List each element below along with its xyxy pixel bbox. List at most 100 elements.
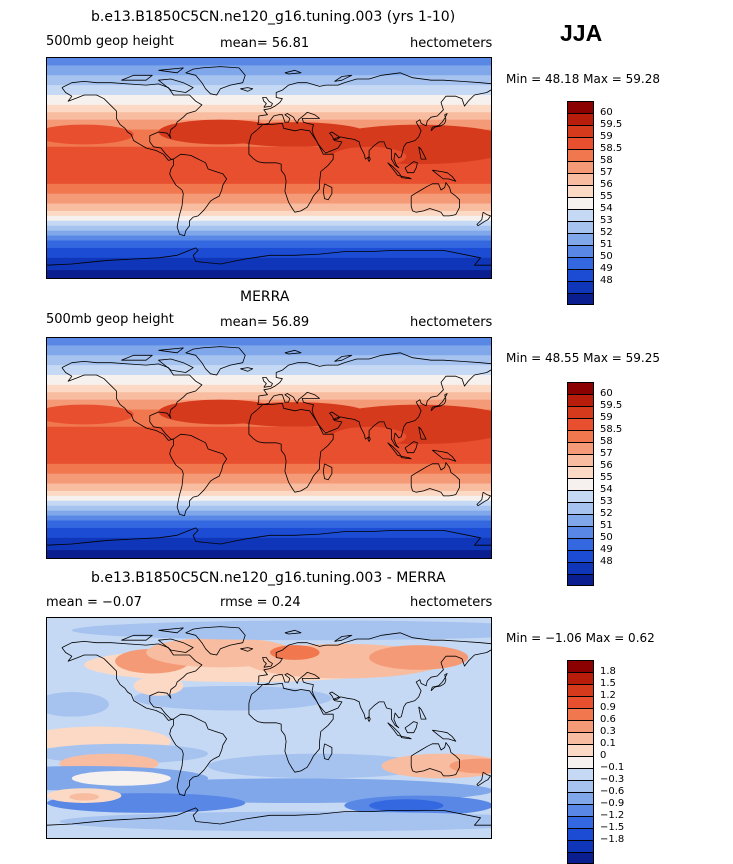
contour-band	[47, 85, 491, 96]
panel-1-variable-label: 500mb geop height	[46, 34, 174, 49]
coastline	[240, 87, 254, 92]
coastline	[367, 716, 371, 722]
colorbar-swatch	[567, 430, 594, 442]
coastline	[185, 346, 246, 376]
coastline	[400, 456, 412, 460]
coastline	[121, 354, 153, 361]
coastline	[322, 463, 333, 481]
contour-region	[47, 692, 109, 717]
contour-region	[133, 685, 332, 711]
coastline	[432, 169, 457, 182]
colorbar-tick-label: 51	[600, 520, 613, 531]
colorbar-swatch	[567, 756, 594, 768]
coastline	[47, 527, 491, 546]
contour-band	[47, 505, 491, 512]
colorbar-swatch	[567, 113, 594, 125]
coastline	[158, 627, 184, 634]
colorbar-swatch	[567, 406, 594, 418]
panel-2-mean-label: mean= 56.89	[220, 315, 310, 330]
panel-2-variable-label: 500mb geop height	[46, 312, 174, 327]
colorbar-swatch	[567, 293, 594, 305]
coastline	[47, 807, 491, 826]
colorbar-swatch	[567, 804, 594, 816]
contour-band	[47, 257, 491, 271]
colorbar-swatch	[567, 209, 594, 221]
colorbar-tick-label: −0.3	[600, 774, 625, 785]
colorbar-swatch	[567, 197, 594, 209]
coastline	[257, 72, 491, 169]
contour-region	[69, 793, 100, 801]
colorbar-swatch	[567, 526, 594, 538]
coastline	[404, 721, 418, 734]
colorbar-swatch	[567, 768, 594, 780]
contour-band	[47, 355, 491, 366]
coastline	[410, 182, 460, 217]
coastline	[47, 247, 491, 266]
colorbar-tick-label: 57	[600, 448, 613, 459]
coastline	[476, 491, 491, 507]
colorbar-tick-label: 50	[600, 532, 613, 543]
contour-band	[47, 215, 491, 222]
colorbar-tick-label: 0.9	[600, 702, 616, 713]
colorbar-swatch	[567, 574, 594, 586]
contour-region	[369, 799, 444, 812]
colorbar-tick-label: 58	[600, 436, 613, 447]
contour-band	[47, 203, 491, 212]
colorbar-tick-label: 1.8	[600, 666, 616, 677]
coastline	[410, 742, 460, 777]
colorbar-tick-label: 0.1	[600, 738, 616, 749]
colorbar-tick-label: 60	[600, 388, 613, 399]
colorbar-swatch	[567, 792, 594, 804]
coastline	[61, 641, 203, 721]
colorbar-swatch	[567, 173, 594, 185]
coastline	[240, 367, 254, 372]
contour-band	[47, 515, 491, 522]
coastline	[400, 176, 412, 180]
contour-region	[208, 753, 432, 779]
contour-band	[47, 527, 491, 539]
colorbar-swatch	[567, 672, 594, 684]
contour-region	[71, 620, 491, 641]
coastline	[334, 634, 353, 642]
contour-band	[47, 270, 491, 278]
colorbar-swatch	[567, 281, 594, 293]
colorbar-swatch	[567, 161, 594, 173]
coastline	[185, 66, 246, 96]
panel-1-map	[46, 57, 492, 279]
coastline	[284, 349, 302, 355]
contour-band	[47, 392, 491, 401]
coastline	[121, 634, 153, 641]
coastline	[418, 426, 427, 440]
contour-band	[47, 65, 491, 76]
contour-band	[47, 520, 491, 529]
coastline	[169, 713, 227, 796]
colorbar-tick-label: 59.5	[600, 400, 623, 411]
contour-region	[47, 404, 134, 425]
colorbar-tick-label: 1.5	[600, 678, 616, 689]
coastline	[430, 673, 448, 692]
colorbar-swatch	[567, 221, 594, 233]
colorbar-tick-label: 56	[600, 179, 613, 190]
colorbar-tick-label: 53	[600, 496, 613, 507]
coastline	[158, 638, 194, 653]
panel-2-title: MERRA	[240, 289, 290, 305]
colorbar-tick-label: 55	[600, 472, 613, 483]
contour-band	[47, 183, 491, 195]
coastline	[248, 683, 334, 773]
coastline	[158, 78, 194, 93]
colorbar-tick-label: 58	[600, 155, 613, 166]
colorbar-tick-label: −0.6	[600, 786, 625, 797]
colorbar-swatch	[567, 269, 594, 281]
contour-band	[47, 483, 491, 492]
colorbar-tick-label: 59	[600, 131, 613, 142]
colorbar-frame	[567, 101, 594, 305]
panel-3-minmax: Min = −1.06 Max = 0.62	[506, 631, 655, 645]
contour-band	[47, 95, 491, 106]
colorbar-tick-label: −1.2	[600, 810, 625, 821]
colorbar-swatch	[567, 502, 594, 514]
coastline	[430, 113, 448, 132]
coastline	[257, 632, 491, 729]
colorbar-tick-label: 0.6	[600, 714, 616, 725]
colorbar-tick-label: 57	[600, 167, 613, 178]
contour-band	[47, 537, 491, 551]
